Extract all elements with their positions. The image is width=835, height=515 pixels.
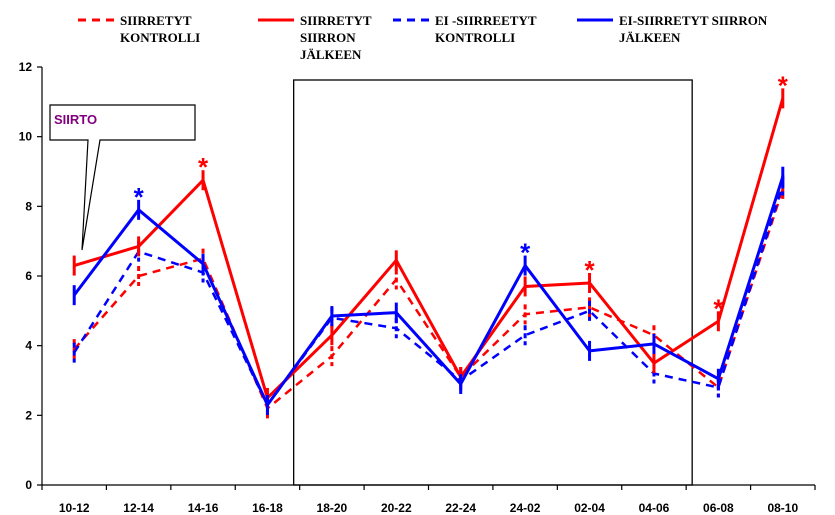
x-tick-label: 16-18 — [252, 501, 283, 515]
x-tick-label: 12-14 — [123, 501, 154, 515]
callout-label: SIIRTO — [54, 112, 97, 127]
significance-star: * — [713, 293, 724, 323]
significance-markers: * * * * * * — [134, 70, 789, 323]
y-tick-label: 2 — [25, 408, 32, 422]
y-tick-label: 8 — [25, 199, 32, 213]
series-lines — [72, 88, 785, 419]
x-tick-label: 14-16 — [188, 501, 219, 515]
x-tick-label: 06-08 — [703, 501, 734, 515]
x-tick-label: 08-10 — [767, 501, 798, 515]
x-tick-label: 24-02 — [510, 501, 541, 515]
legend-label: JÄLKEEN — [300, 47, 362, 62]
x-tick-label: 10-12 — [59, 501, 90, 515]
legend-label: KONTROLLI — [120, 30, 200, 45]
series-4 — [72, 166, 785, 415]
x-tick-label: 02-04 — [574, 501, 605, 515]
x-axis: 10-12 12-14 14-16 16-18 18-20 20-22 22-24 24-02… — [41, 484, 816, 515]
series-line — [73, 176, 785, 407]
y-tick-label: 0 — [25, 478, 32, 492]
legend-item-4: EI-SIIRRETYT SIIRRON JÄLKEEN — [577, 13, 768, 45]
series-2 — [72, 88, 785, 408]
legend-label: KONTROLLI — [435, 30, 515, 45]
x-tick-label: 18-20 — [317, 501, 348, 515]
y-tick-label: 6 — [25, 269, 32, 283]
legend-label: EI -SIIRREETYT — [435, 13, 537, 28]
x-tick-label: 22-24 — [445, 501, 476, 515]
x-tick-label: 04-06 — [639, 501, 670, 515]
series-1 — [72, 178, 785, 419]
legend-label: JÄLKEEN — [619, 30, 681, 45]
series-line — [73, 97, 785, 400]
y-axis: 0 2 4 6 8 10 12 — [19, 60, 43, 492]
night-period-box — [293, 79, 693, 486]
y-tick-label: 10 — [19, 130, 33, 144]
series-line — [73, 188, 784, 410]
significance-star: * — [778, 70, 789, 100]
legend-item-1: SIIRRETYT KONTROLLI — [78, 13, 200, 45]
x-tick-label: 20-22 — [381, 501, 412, 515]
legend-item-3: EI -SIIRREETYT KONTROLLI — [393, 13, 537, 45]
siirto-callout: SIIRTO — [49, 104, 196, 251]
significance-star: * — [584, 255, 595, 285]
legend-item-2: SIIRRETYT SIIRRON JÄLKEEN — [258, 13, 372, 62]
legend-label: SIIRRETYT — [300, 13, 372, 28]
legend-label: EI-SIIRRETYT SIIRRON — [619, 13, 768, 28]
highlight-box — [293, 79, 693, 486]
significance-star: * — [520, 238, 531, 268]
significance-star: * — [134, 182, 145, 212]
significance-star: * — [198, 152, 209, 182]
series-3 — [72, 175, 785, 415]
legend-label: SIIRRON — [300, 30, 356, 45]
callout-box — [49, 104, 196, 251]
y-tick-label: 4 — [25, 339, 32, 353]
legend: SIIRRETYT KONTROLLI SIIRRETYT SIIRRON JÄLKEE… — [78, 13, 768, 62]
y-tick-label: 12 — [19, 60, 33, 74]
legend-label: SIIRRETYT — [120, 13, 192, 28]
series-line — [73, 185, 784, 407]
